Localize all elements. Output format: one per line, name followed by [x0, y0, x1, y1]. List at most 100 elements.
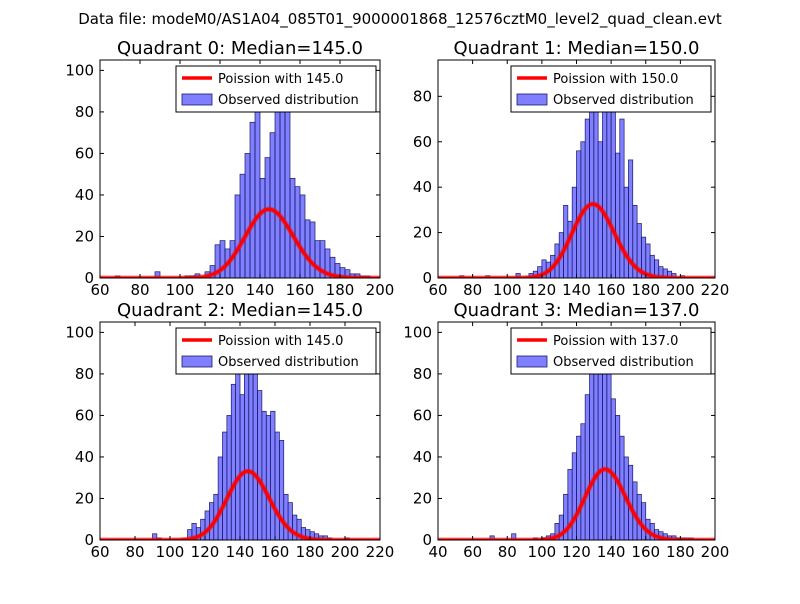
quadrant-0-bar [254, 107, 261, 278]
quadrant-3-legend-bar-swatch [516, 355, 548, 368]
quadrant-2-bar [265, 415, 271, 540]
quadrant-0-bar [264, 157, 271, 278]
quadrant-3-bar [571, 452, 577, 540]
quadrant-2-bar [287, 502, 293, 540]
quadrant-1-xtick-label: 180 [631, 281, 660, 299]
quadrant-0-xtick-label: 200 [366, 281, 395, 299]
quadrant-0-bar [274, 103, 281, 278]
quadrant-2-bar [274, 431, 280, 540]
quadrant-0-poisson-curve-core [100, 207, 380, 278]
quadrant-2-bar [252, 365, 258, 540]
quadrant-1-ytick-label: 80 [413, 87, 432, 105]
quadrant-1-legend-poisson: Poission with 150.0 [553, 72, 678, 87]
quadrant-1-xtick-label: 60 [428, 281, 447, 299]
quadrant-3-xtick-label: 60 [463, 543, 482, 561]
quadrant-2-bar [279, 439, 285, 540]
quadrant-3-legend-poisson: Poission with 137.0 [553, 334, 678, 349]
quadrant-2-legend-observed: Observed distribution [218, 355, 359, 370]
quadrant-0-ytick-label: 80 [75, 103, 94, 121]
quadrant-3-xtick-label: 200 [701, 543, 730, 561]
quadrant-3-xtick-label: 120 [562, 543, 591, 561]
quadrant-2-xtick-label: 160 [261, 543, 290, 561]
quadrant-0-title: Quadrant 0: Median=145.0 [117, 38, 363, 59]
quadrant-0-legend-bar-swatch [181, 93, 213, 106]
quadrant-0-bar [249, 121, 256, 278]
quadrant-2-xtick-label: 220 [366, 543, 395, 561]
quadrant-2-legend-bar-swatch [181, 355, 213, 368]
quadrant-0-ytick-label: 20 [75, 227, 94, 245]
quadrant-2-bar [283, 493, 289, 540]
figure-suptitle: Data file: modeM0/AS1A04_085T01_90000018… [78, 10, 722, 29]
quadrant-2-xtick-label: 60 [90, 543, 109, 561]
quadrant-0-bar [234, 194, 241, 278]
quadrant-2-bar [217, 456, 223, 540]
quadrant-0-xtick-label: 140 [246, 281, 275, 299]
quadrant-1-bar [584, 118, 590, 278]
quadrant-0-bar [239, 173, 246, 278]
quadrant-1-ytick-label: 20 [413, 224, 432, 242]
quadrant-0-bar [314, 240, 321, 278]
quadrant-3-ytick-label: 100 [403, 323, 432, 341]
quadrant-0-ytick-label: 0 [84, 269, 94, 287]
quadrant-1-bar [589, 95, 595, 278]
quadrant-2-ytick-label: 40 [75, 448, 94, 466]
quadrant-2-title: Quadrant 2: Median=145.0 [117, 300, 363, 321]
quadrant-2-ytick-label: 100 [65, 323, 94, 341]
quadrant-1-panel: Quadrant 1: Median=150.0 60 80 100 120 140 160… [413, 38, 729, 299]
quadrant-3-panel: Quadrant 3: Median=137.0 40 60 80 100 120 140 1… [403, 300, 729, 561]
quadrant-3-bar [584, 394, 590, 540]
quadrant-1-bar [615, 152, 621, 278]
quadrant-2-xtick-label: 120 [191, 543, 220, 561]
quadrant-0-panel: Quadrant 0: Median=145.0 60 80 100 120 140 160… [65, 38, 394, 299]
quadrant-2-bar [257, 390, 263, 540]
quadrant-3-xtick-label: 180 [666, 543, 695, 561]
quadrant-0-bar [259, 177, 266, 278]
quadrant-3-ytick-label: 0 [422, 531, 432, 549]
quadrant-2-bar [239, 394, 245, 540]
quadrant-1-legend-bar-swatch [516, 93, 548, 106]
quadrant-2-ytick-label: 60 [75, 406, 94, 424]
quadrant-3-bar [589, 363, 595, 540]
quadrant-2-xtick-label: 140 [226, 543, 255, 561]
quadrant-3-xtick-label: 160 [631, 543, 660, 561]
quadrant-0-legend-observed: Observed distribution [218, 93, 359, 108]
quadrant-0-bar [309, 221, 316, 278]
quadrant-3-title: Quadrant 3: Median=137.0 [454, 300, 700, 321]
quadrant-3-bar [580, 423, 586, 540]
quadrant-2-legend: Poission with 145.0 Observed distribution [175, 327, 377, 375]
quadrant-2-legend-poisson: Poission with 145.0 [218, 334, 343, 349]
quadrant-2-ytick-label: 0 [84, 531, 94, 549]
quadrant-2-xtick-label: 100 [156, 543, 185, 561]
quadrant-2-bar [235, 348, 241, 540]
quadrant-0-axes-frame [99, 59, 381, 279]
quadrant-2-panel: Quadrant 2: Median=145.0 60 80 100 120 140 160… [65, 300, 394, 561]
quadrant-0-bar [299, 194, 306, 278]
quadrant-2-bar [261, 410, 267, 540]
quadrant-1-legend: Poission with 150.0 Observed distribution [510, 65, 712, 113]
quadrant-1-legend-observed: Observed distribution [553, 93, 694, 108]
quadrant-0-ytick-label: 100 [65, 61, 94, 79]
quadrant-0-xtick-label: 180 [326, 281, 355, 299]
quadrant-2-xtick-label: 80 [125, 543, 144, 561]
quadrant-0-bar [269, 132, 276, 278]
quadrant-3-xtick-label: 100 [528, 543, 557, 561]
quadrant-2-ytick-label: 20 [75, 489, 94, 507]
quadrant-3-ytick-label: 60 [413, 406, 432, 424]
quadrant-0-ytick-label: 60 [75, 144, 94, 162]
quadrant-0-xtick-label: 60 [90, 281, 109, 299]
quadrant-0-bar [244, 153, 251, 278]
quadrant-3-poisson-curve-core [438, 467, 715, 540]
quadrant-3-legend-observed: Observed distribution [553, 355, 694, 370]
quadrant-1-ytick-label: 40 [413, 178, 432, 196]
quadrant-3-legend: Poission with 137.0 Observed distribution [510, 327, 712, 375]
quadrant-2-bar [226, 415, 232, 540]
quadrant-0-bar [304, 219, 311, 278]
quadrant-0-xtick-label: 120 [206, 281, 235, 299]
quadrant-1-ytick-label: 0 [422, 269, 432, 287]
quadrant-3-xtick-label: 40 [428, 543, 447, 561]
quadrant-2-bar [222, 431, 228, 540]
quadrant-0-ytick-label: 40 [75, 186, 94, 204]
quadrant-1-xtick-label: 80 [463, 281, 482, 299]
quadrant-0-bar [294, 186, 301, 278]
